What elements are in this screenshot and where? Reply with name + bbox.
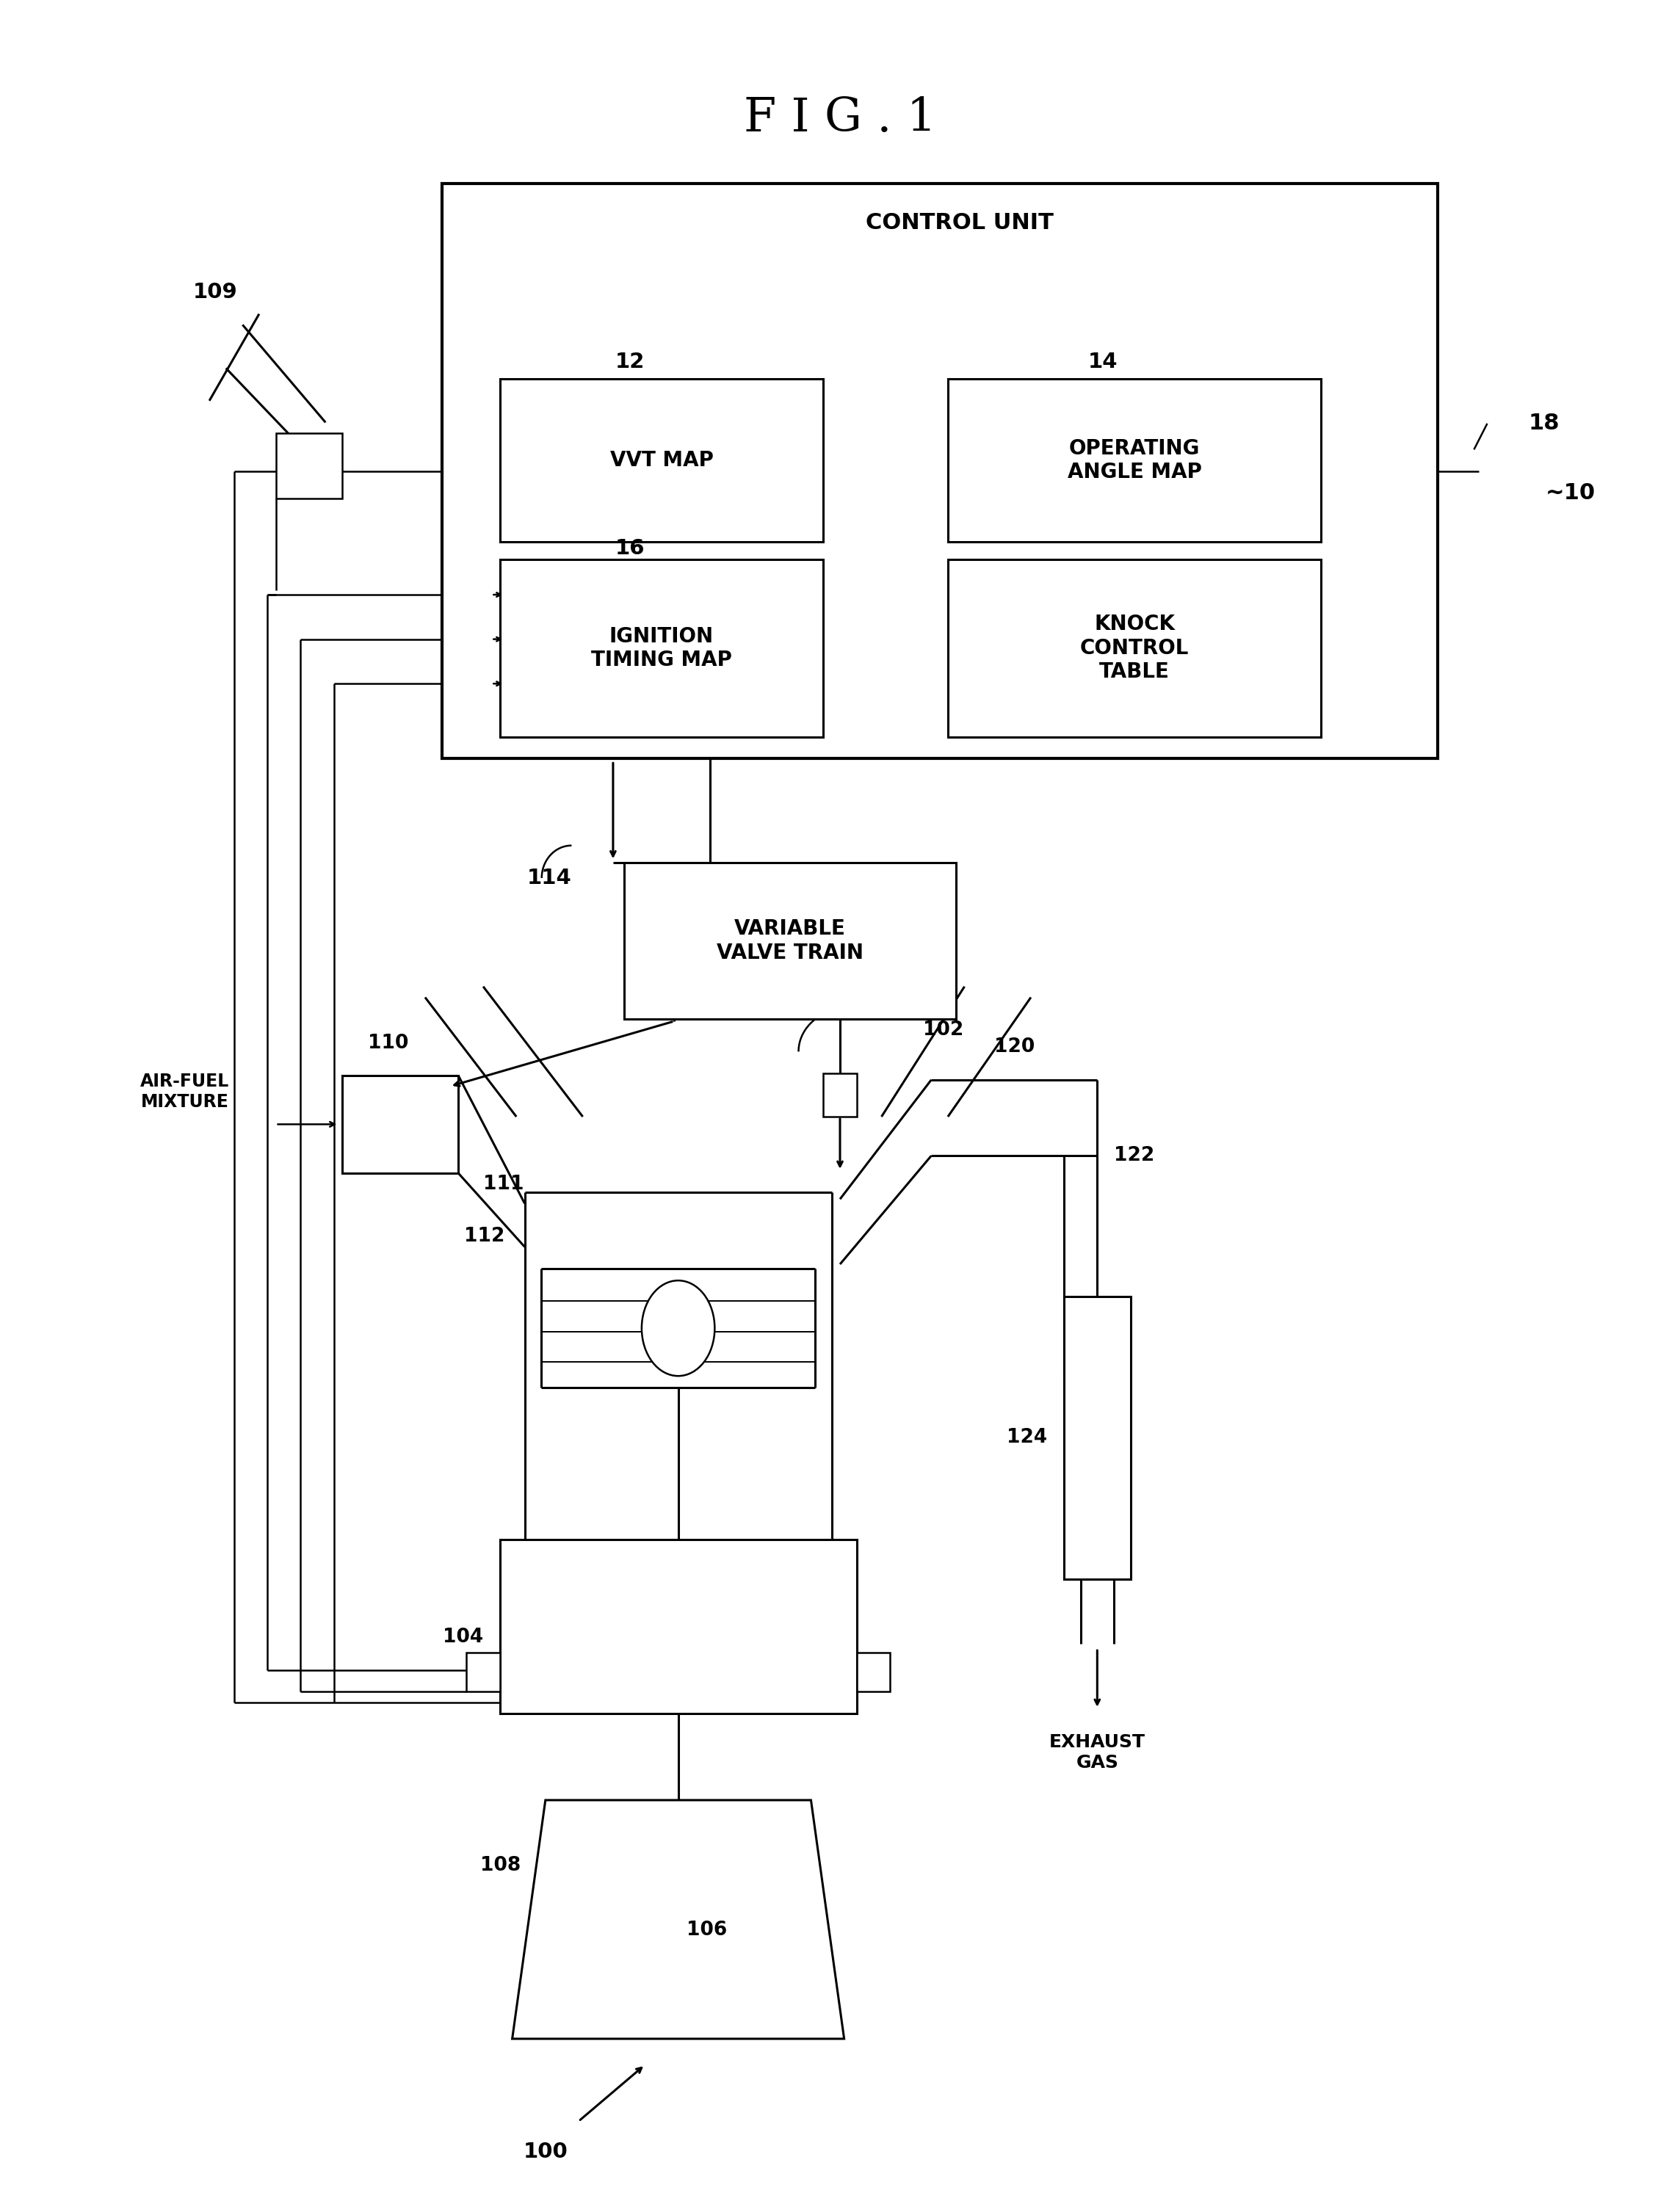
Text: 120: 120: [995, 1038, 1035, 1058]
Text: 14: 14: [1089, 350, 1117, 372]
Bar: [499, 1540, 857, 1713]
Bar: [948, 379, 1320, 541]
Text: 109: 109: [193, 283, 237, 302]
Bar: [343, 1075, 459, 1174]
Polygon shape: [512, 1800, 843, 2039]
Bar: [499, 379, 823, 541]
Bar: [276, 434, 343, 499]
Text: 100: 100: [522, 2142, 568, 2162]
Text: 110: 110: [368, 1034, 408, 1053]
Text: 104: 104: [444, 1627, 484, 1647]
Bar: [467, 1653, 499, 1691]
Bar: [625, 863, 956, 1018]
Text: F I G . 1: F I G . 1: [744, 96, 936, 140]
Bar: [857, 1653, 890, 1691]
Text: 114: 114: [528, 867, 571, 889]
Bar: [1063, 1296, 1131, 1579]
Text: 122: 122: [1114, 1145, 1154, 1165]
Text: 106: 106: [687, 1921, 727, 1940]
Text: ~10: ~10: [1546, 482, 1596, 504]
Text: 112: 112: [464, 1226, 504, 1246]
Text: KNOCK
CONTROL
TABLE: KNOCK CONTROL TABLE: [1080, 613, 1189, 681]
Text: OPERATING
ANGLE MAP: OPERATING ANGLE MAP: [1067, 438, 1201, 482]
Text: VVT MAP: VVT MAP: [610, 451, 714, 471]
Text: 108: 108: [480, 1855, 521, 1875]
Text: 124: 124: [1006, 1428, 1047, 1448]
Circle shape: [642, 1281, 714, 1375]
Text: IGNITION
TIMING MAP: IGNITION TIMING MAP: [591, 626, 732, 670]
Text: EXHAUST
GAS: EXHAUST GAS: [1048, 1732, 1146, 1772]
Text: 102: 102: [922, 1021, 964, 1040]
Text: CONTROL UNIT: CONTROL UNIT: [865, 212, 1053, 234]
Text: 18: 18: [1529, 414, 1561, 434]
Bar: [442, 184, 1438, 758]
Text: VARIABLE
VALVE TRAIN: VARIABLE VALVE TRAIN: [717, 920, 864, 964]
Text: 111: 111: [484, 1174, 524, 1194]
Bar: [823, 1073, 857, 1117]
Text: AIR-FUEL
MIXTURE: AIR-FUEL MIXTURE: [139, 1073, 228, 1110]
Bar: [499, 558, 823, 738]
Bar: [948, 558, 1320, 738]
Text: 12: 12: [615, 350, 645, 372]
Text: 16: 16: [615, 539, 645, 558]
